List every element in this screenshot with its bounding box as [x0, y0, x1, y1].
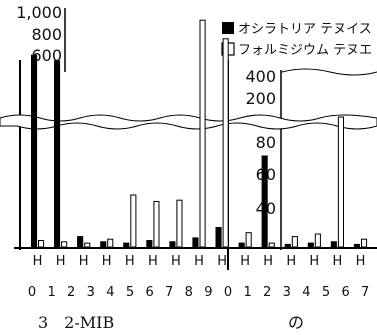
x-number-5: 5 — [126, 285, 134, 300]
bar-phormidium-5 — [153, 201, 160, 248]
category-label-2: H — [79, 254, 89, 269]
bar-oscillatoria-9 — [238, 242, 245, 248]
bar-oscillatoria-11 — [284, 243, 291, 248]
axis-break-right — [281, 68, 377, 76]
category-label-0: H — [33, 254, 43, 269]
x-number-2: 2 — [67, 285, 75, 300]
category-label-7: H — [194, 254, 204, 269]
y-tick-600: 600 — [31, 46, 62, 65]
bar-oscillatoria-12 — [307, 242, 314, 248]
bar-phormidium-7 — [199, 19, 206, 248]
category-label-4: H — [125, 254, 135, 269]
category-label-3: H — [102, 254, 112, 269]
bar-oscillatoria-6 — [169, 241, 176, 248]
x-number-9: 9 — [204, 285, 212, 300]
caption-left: 3 2-MIB — [38, 313, 114, 332]
bar-phormidium-11 — [291, 236, 298, 248]
bar-oscillatoria-0 — [31, 54, 38, 248]
bar-phormidium-10 — [268, 242, 275, 248]
bar-oscillatoria-8 — [215, 227, 222, 248]
bar-phormidium-13 — [337, 116, 344, 248]
x-number-11: 1 — [243, 285, 251, 300]
bar-oscillatoria-14 — [353, 243, 360, 248]
x-number-10: 0 — [224, 285, 232, 300]
x-number-6: 6 — [145, 285, 153, 300]
category-label-1: H — [56, 254, 66, 269]
legend: オシラトリア テヌイス フォルミジウム テヌエ — [221, 22, 372, 58]
bar-oscillatoria-5 — [146, 240, 153, 248]
category-label-8: H — [217, 254, 227, 269]
bar-phormidium-4 — [130, 194, 137, 248]
bar-phormidium-9 — [245, 232, 252, 248]
y-tick-400: 400 — [245, 67, 276, 86]
caption-right: の — [288, 313, 304, 332]
x-number-17: 7 — [361, 285, 369, 300]
x-number-12: 2 — [263, 285, 271, 300]
x-number-7: 7 — [165, 285, 173, 300]
bar-oscillatoria-1 — [54, 60, 61, 248]
x-number-0: 0 — [28, 285, 36, 300]
legend-label-phormidium: フォルミジウム テヌエ — [238, 43, 372, 58]
x-number-8: 8 — [185, 285, 193, 300]
bar-phormidium-14 — [361, 238, 368, 248]
bar-phormidium-8 — [222, 38, 229, 248]
bar-phormidium-0 — [38, 240, 45, 248]
x-number-13: 3 — [283, 285, 291, 300]
legend-label-oscillatoria: オシラトリア テヌイス — [238, 22, 372, 37]
bar-phormidium-1 — [61, 241, 68, 248]
bar-oscillatoria-2 — [77, 236, 84, 248]
y-tick-1000: 1,000 — [16, 3, 62, 22]
legend-swatch-oscillatoria — [222, 22, 234, 34]
y-tick-800: 800 — [31, 25, 62, 44]
y-tick-80: 80 — [256, 133, 276, 152]
x-number-14: 4 — [302, 285, 310, 300]
category-label-6: H — [171, 254, 181, 269]
category-label-14: H — [356, 254, 366, 269]
category-label-5: H — [148, 254, 158, 269]
bar-phormidium-3 — [107, 238, 114, 248]
x-number-16: 6 — [341, 285, 349, 300]
category-label-12: H — [309, 254, 319, 269]
x-number-4: 4 — [106, 285, 114, 300]
category-label-10: H — [263, 254, 273, 269]
bars — [31, 19, 368, 248]
y-tick-200: 200 — [245, 89, 276, 108]
bar-oscillatoria-4 — [123, 242, 130, 248]
x-number-15: 5 — [322, 285, 330, 300]
bar-phormidium-2 — [84, 242, 91, 248]
category-label-11: H — [286, 254, 296, 269]
category-label-13: H — [333, 254, 343, 269]
bar-phormidium-12 — [314, 233, 321, 248]
x-number-3: 3 — [87, 285, 95, 300]
bar-oscillatoria-7 — [192, 237, 199, 248]
category-label-9: H — [240, 254, 250, 269]
bar-oscillatoria-13 — [330, 241, 337, 248]
x-number-1: 1 — [47, 285, 55, 300]
bar-oscillatoria-3 — [100, 241, 107, 248]
bar-oscillatoria-10 — [261, 155, 268, 248]
bar-phormidium-6 — [176, 199, 183, 248]
